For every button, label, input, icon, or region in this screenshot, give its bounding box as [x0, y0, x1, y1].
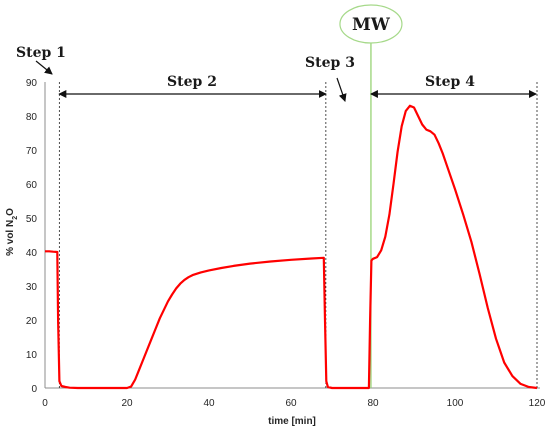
step-2-label: Step 2 [167, 74, 217, 90]
x-tick-labels: 0 20 40 60 80 100 120 [42, 398, 546, 409]
y-tick-label: 90 [26, 78, 38, 89]
step-boundaries [58, 82, 538, 388]
y-tick-label: 70 [26, 146, 38, 157]
y-tick-label: 30 [26, 282, 38, 293]
y-tick-label: 60 [26, 180, 38, 191]
y-tick-labels: 0 10 20 30 40 50 60 70 80 90 [26, 78, 38, 395]
y-tick-label: 20 [26, 316, 38, 327]
x-tick-label: 60 [285, 398, 297, 409]
step-4-label: Step 4 [425, 74, 475, 90]
series-line [45, 104, 538, 390]
x-tick-label: 0 [42, 398, 48, 409]
x-tick-label: 120 [529, 398, 546, 409]
x-tick-label: 40 [203, 398, 215, 409]
y-tick-label: 40 [26, 248, 38, 259]
mw-label: MW [352, 15, 391, 35]
x-tick-label: 20 [121, 398, 133, 409]
mw-marker-ellipse [339, 4, 403, 44]
step-arrows [35, 60, 537, 102]
y-axis-label: % vol N2O [5, 208, 19, 256]
series-group [45, 104, 538, 390]
step-3-label: Step 3 [305, 55, 355, 71]
y-tick-label: 50 [26, 214, 38, 225]
x-axis-label: time [min] [268, 416, 316, 427]
step-1-label: Step 1 [16, 45, 66, 61]
step-1-arrow [35, 60, 53, 75]
y-tick-label: 80 [26, 112, 38, 123]
y-tick-label: 0 [31, 384, 37, 395]
x-tick-label: 100 [447, 398, 464, 409]
y-tick-label: 10 [26, 350, 38, 361]
step-3-arrow [336, 77, 347, 102]
x-tick-label: 80 [367, 398, 379, 409]
